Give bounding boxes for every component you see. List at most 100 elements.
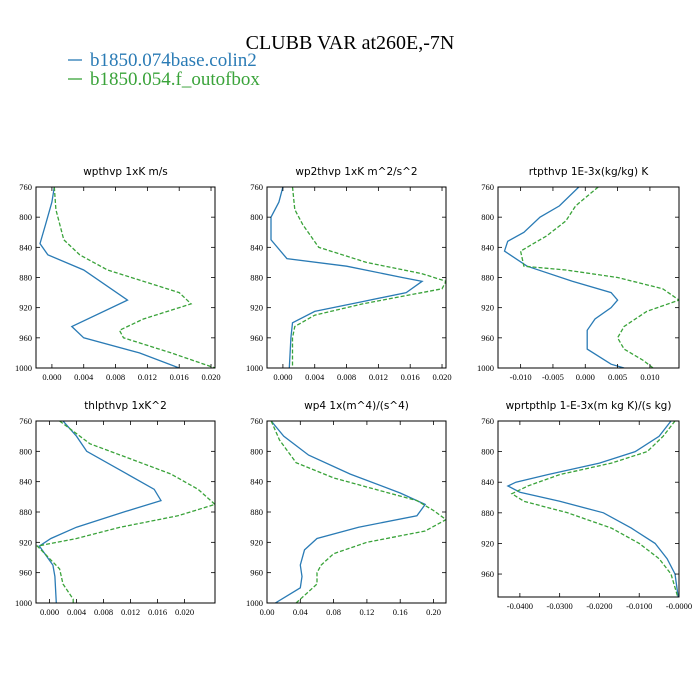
series-line-1 [38,421,162,603]
y-tick-label: 760 [19,416,32,426]
chart-panel: wp2thvp 1xK m^2/s^2 760 800 840 880 920 960 100… [246,166,452,382]
y-tick-label: 760 [19,182,32,192]
x-tick-label: 0.12 [359,607,374,617]
y-tick-label: 920 [19,303,32,313]
legend-label: b1850.054.f_outofbox [90,69,260,90]
y-tick-label: 960 [481,569,494,579]
x-tick-label: 0.20 [426,607,441,617]
x-tick-label: -0.005 [542,372,564,382]
y-tick-label: 800 [19,212,32,222]
y-tick-label: 880 [481,508,494,518]
series-line-1 [270,421,427,603]
panel-frame [497,420,680,598]
y-tick-label: 960 [250,568,263,578]
y-tick-label: 1000 [477,363,494,373]
x-tick-label: 0.000 [576,372,595,382]
x-tick-label: 0.08 [326,607,341,617]
chart-panel: wp4 1x(m^4)/(s^4)76080084088092096010000… [246,400,447,617]
x-tick-label: 0.00 [260,607,275,617]
panel-title: wpthvp 1xK m/s [83,166,168,178]
y-tick-label: 960 [19,568,32,578]
y-tick-label: 760 [481,182,494,192]
figure-title: CLUBB VAR at260E,-7N [246,32,455,54]
x-tick-label: 0.012 [121,607,140,617]
x-tick-label: 0.020 [175,607,194,617]
panel-title: wp2thvp 1xK m^2/s^2 [295,166,417,178]
x-tick-label: 0.008 [94,607,113,617]
panel-title: rtpthvp 1E-3x(kg/kg) K [529,166,650,178]
y-tick-label: 880 [250,507,263,517]
y-tick-label: 760 [250,182,263,192]
y-tick-label: 880 [481,273,494,283]
x-tick-label: 0.010 [640,372,659,382]
y-tick-label: 1000 [15,363,32,373]
x-tick-label: 0.04 [293,607,309,617]
y-tick-label: 880 [19,273,32,283]
x-tick-label: 0.000 [40,607,59,617]
y-tick-label: 760 [481,416,494,426]
series-line-2 [36,421,215,603]
series-line-2 [53,187,215,368]
y-tick-label: 800 [481,212,494,222]
x-tick-label: -0.010 [510,372,532,382]
x-tick-label: 0.012 [369,372,388,382]
x-tick-label: 0.008 [106,372,125,382]
x-tick-label: -0.0000 [666,601,692,611]
series-line-2 [510,421,679,597]
x-tick-label: 0.016 [401,372,420,382]
y-tick-label: 920 [250,303,263,313]
x-tick-label: 0.016 [170,372,189,382]
y-tick-label: 1000 [246,598,263,608]
y-tick-label: 960 [19,333,32,343]
y-tick-label: 800 [481,447,494,457]
y-tick-label: 1000 [15,598,32,608]
x-tick-label: 0.012 [138,372,157,382]
series-line-1 [506,421,679,597]
y-tick-label: 960 [481,333,494,343]
x-tick-label: -0.0300 [547,601,573,611]
y-tick-label: 920 [19,537,32,547]
x-tick-label: 0.16 [393,607,408,617]
y-tick-label: 840 [481,477,494,487]
panels: wpthvp 1xK m/s76080084088092096010000.00… [15,166,692,617]
x-tick-label: 0.005 [608,372,627,382]
x-tick-label: 0.004 [305,372,325,382]
panel-title: wp4 1x(m^4)/(s^4) [304,400,409,412]
x-tick-label: 0.004 [74,372,94,382]
y-tick-label: 840 [481,242,494,252]
y-tick-label: 840 [19,242,32,252]
x-tick-label: -0.0400 [507,601,533,611]
x-tick-label: -0.0100 [626,601,652,611]
x-tick-label: 0.004 [67,607,87,617]
x-tick-label: 0.020 [201,372,220,382]
panel-title: wprtpthlp 1-E-3x(m kg K)/(s kg) [506,400,672,412]
x-tick-label: -0.0200 [586,601,612,611]
y-tick-label: 800 [250,212,263,222]
panel-frame [497,186,680,369]
y-tick-label: 840 [250,477,263,487]
y-tick-label: 880 [19,507,32,517]
y-tick-label: 960 [250,333,263,343]
chart-panel: rtpthvp 1E-3x(kg/kg) K 760 800 840 880 920 960… [477,166,680,382]
y-tick-label: 1000 [246,363,263,373]
chart-panel: thlpthvp 1xK^2 760 800 840 880 920 960 1000 0.00… [15,400,216,617]
panel-title: thlpthvp 1xK^2 [84,400,167,412]
y-tick-label: 920 [481,538,494,548]
series-line-1 [270,187,424,368]
chart-panel: wpthvp 1xK m/s 760 800 840 880 920 960 1000 0.00… [15,166,221,382]
x-tick-label: 0.000 [273,372,292,382]
x-tick-label: 0.008 [337,372,356,382]
series-line-2 [270,421,446,603]
x-tick-label: 0.020 [432,372,451,382]
y-tick-label: 920 [481,303,494,313]
x-tick-label: 0.016 [148,607,167,617]
series-line-2 [519,187,679,368]
y-tick-label: 840 [250,242,263,252]
panel-frame [35,186,216,369]
y-tick-label: 880 [250,273,263,283]
series-line-2 [291,187,446,368]
series-line-1 [39,187,180,368]
